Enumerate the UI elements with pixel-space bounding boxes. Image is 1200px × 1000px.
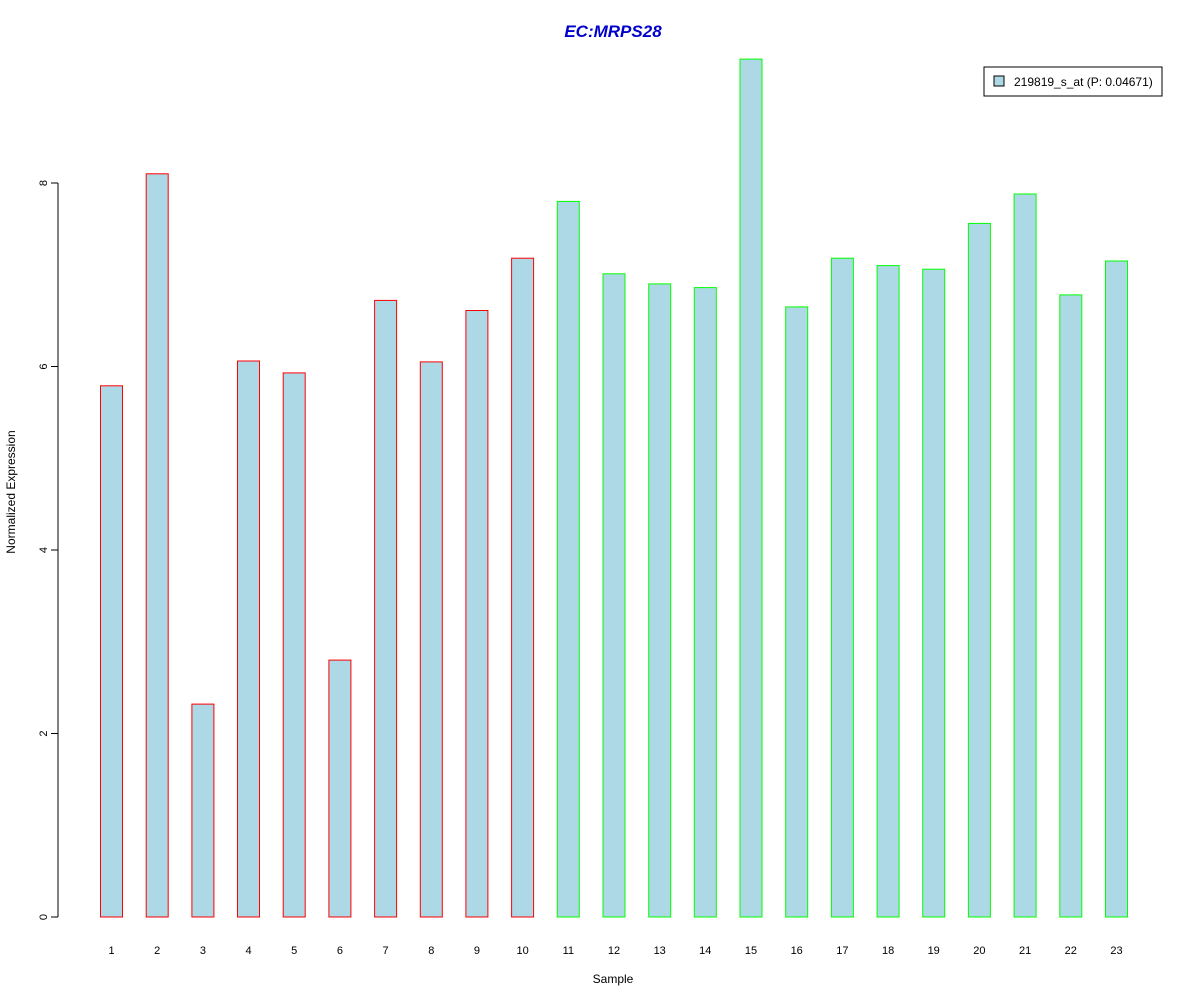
x-tick-label: 18 — [882, 945, 894, 957]
x-tick-label: 12 — [608, 945, 620, 957]
y-tick-label: 2 — [38, 730, 50, 736]
y-tick-label: 8 — [38, 180, 50, 186]
bar-sample-2 — [145, 173, 169, 918]
bar-sample-23 — [1105, 260, 1128, 918]
x-tick-label: 15 — [745, 945, 757, 957]
x-tick-label: 17 — [836, 945, 848, 957]
x-tick-label: 22 — [1065, 945, 1077, 957]
x-tick-label: 19 — [928, 945, 940, 957]
bar-sample-3 — [191, 703, 215, 918]
y-tick-label: 4 — [38, 547, 50, 553]
y-axis-label: Normalized Expression — [4, 430, 18, 553]
x-tick-label: 16 — [791, 945, 803, 957]
x-tick-label: 23 — [1110, 945, 1122, 957]
bar-sample-12 — [602, 273, 626, 918]
x-tick-label: 2 — [154, 945, 160, 957]
bar-group — [100, 58, 1128, 918]
y-tick-label: 6 — [38, 363, 50, 369]
bar-sample-1 — [100, 385, 123, 918]
x-tick-group: 1 2 3 4 5 6 7 8 9 10 11 12 13 14 15 16 17 18 19 20 21 22 23 — [108, 945, 1122, 957]
y-tick-label: 0 — [38, 914, 50, 920]
bar-sample-9 — [465, 310, 489, 918]
legend: 219819_s_at (P: 0.04671) — [983, 66, 1163, 97]
bar-sample-22 — [1059, 294, 1083, 918]
bar-sample-17 — [830, 257, 854, 918]
x-tick-label: 1 — [108, 945, 114, 957]
bar-sample-20 — [967, 222, 991, 918]
bar-sample-6 — [328, 659, 352, 918]
legend-entry: 219819_s_at (P: 0.04671) — [1014, 75, 1153, 89]
bar-sample-13 — [648, 283, 672, 918]
legend-box — [983, 66, 1163, 97]
chart-title: EC:MRPS28 — [564, 22, 662, 41]
y-tick-group: 0 2 4 6 8 — [38, 180, 58, 920]
bar-sample-11 — [556, 200, 580, 918]
legend-swatch — [993, 75, 1005, 87]
x-tick-label: 9 — [474, 945, 480, 957]
bar-sample-10 — [511, 257, 535, 918]
bar-sample-15 — [739, 58, 763, 918]
bar-sample-14 — [693, 287, 717, 918]
x-tick-label: 20 — [973, 945, 985, 957]
x-tick-label: 4 — [245, 945, 251, 957]
x-tick-label: 7 — [383, 945, 389, 957]
bar-sample-4 — [237, 360, 260, 918]
x-tick-label: 11 — [563, 945, 574, 957]
bar-sample-8 — [419, 361, 443, 918]
bar-sample-16 — [785, 306, 809, 918]
x-tick-label: 14 — [699, 945, 711, 957]
bar-sample-7 — [374, 299, 398, 918]
x-tick-label: 3 — [200, 945, 206, 957]
bar-sample-21 — [1013, 193, 1037, 918]
x-tick-label: 8 — [428, 945, 434, 957]
x-tick-label: 21 — [1019, 945, 1031, 957]
bar-sample-19 — [922, 268, 946, 918]
x-axis-label: Sample — [593, 972, 634, 986]
x-tick-label: 10 — [516, 945, 528, 957]
x-tick-label: 6 — [337, 945, 343, 957]
bar-sample-18 — [876, 265, 900, 918]
bar-sample-5 — [282, 372, 306, 918]
x-tick-label: 13 — [654, 945, 666, 957]
x-tick-label: 5 — [291, 945, 297, 957]
